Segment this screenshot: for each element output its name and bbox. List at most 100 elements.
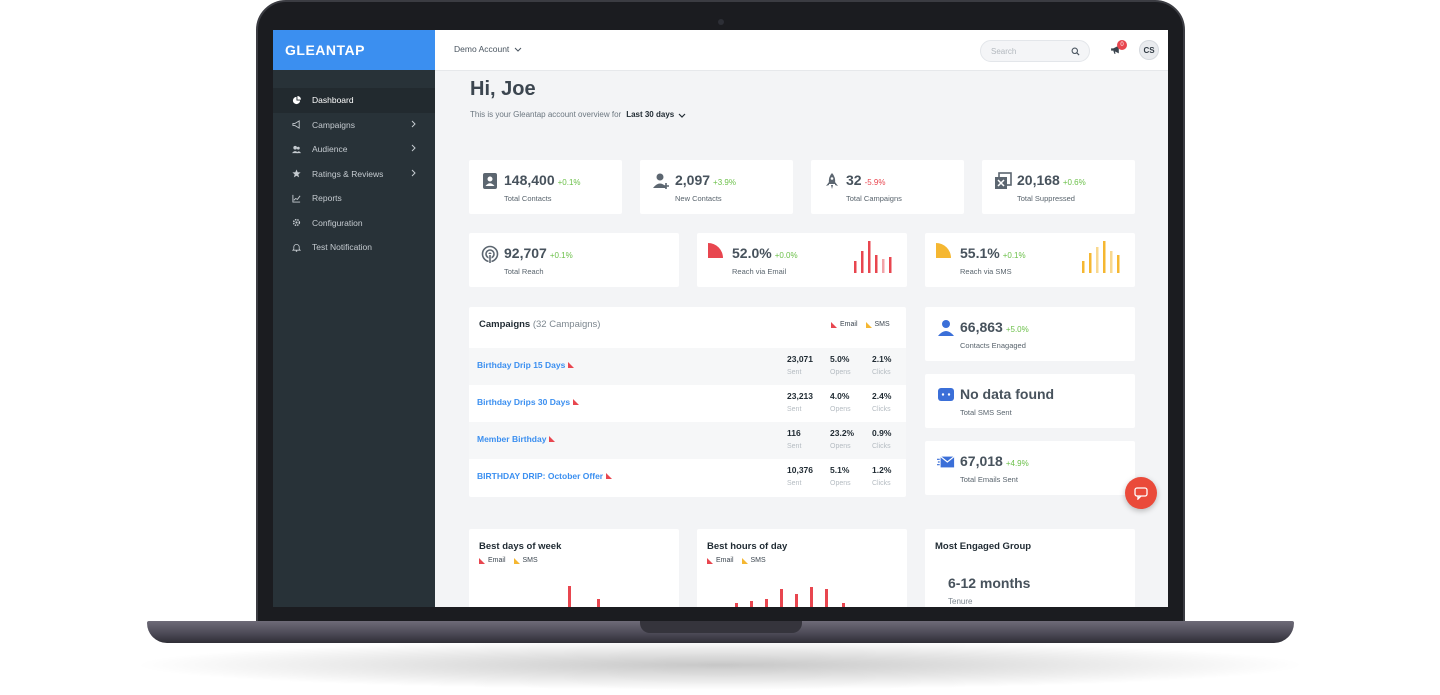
stat-change: +0.0% (774, 251, 798, 260)
search-box[interactable]: Search (980, 40, 1090, 62)
sent-metric: 116 Sent (787, 428, 802, 450)
opens-metric: 5.0% Opens (830, 354, 851, 376)
stat-value: 2,097 +3.9% (675, 172, 736, 188)
stat-card-total-emails[interactable]: 67,018 +4.9% Total Emails Sent (925, 441, 1135, 495)
campaigns-legend: Email SMS (831, 321, 898, 328)
clicks-metric: 1.2% Clicks (872, 465, 892, 487)
sidebar-item-ratings-reviews[interactable]: Ratings & Reviews (273, 162, 435, 187)
sidebar-item-configuration[interactable]: Configuration (273, 211, 435, 236)
date-range-dropdown[interactable]: Last 30 days (626, 110, 686, 119)
hour-bar (750, 601, 753, 607)
email-mini-bar-chart (854, 241, 892, 273)
sidebar-item-label: Test Notification (312, 242, 372, 253)
legend-sms: SMS (741, 557, 766, 564)
opens-metric: 4.0% Opens (830, 391, 851, 413)
best-hours-bar-chart (735, 587, 845, 607)
hour-bar (842, 603, 845, 607)
chevron-right-icon (411, 120, 416, 127)
sidebar-item-dashboard[interactable]: Dashboard (273, 88, 435, 113)
stat-card-total-sms[interactable]: No data found Total SMS Sent (925, 374, 1135, 428)
legend-sms: SMS (865, 321, 890, 328)
stat-card-total-campaigns[interactable]: 32 -5.9% Total Campaigns (811, 160, 964, 214)
legend-email: Email (479, 557, 506, 564)
table-row[interactable]: BIRTHDAY DRIP: October Offer 10,376 Sent … (469, 459, 906, 496)
overview-subtitle: This is your Gleantap account overview f… (470, 110, 686, 119)
opens-metric: 23.2% Opens (830, 428, 855, 450)
brand-logo[interactable]: GLEANTAP (273, 30, 435, 70)
campaign-link[interactable]: Birthday Drip 15 Days (477, 360, 575, 370)
stat-value: 67,018 +4.9% (960, 453, 1029, 469)
stat-label: Contacts Enagaged (960, 341, 1026, 350)
stat-card-total-contacts[interactable]: 148,400 +0.1% Total Contacts (469, 160, 622, 214)
chat-button[interactable] (1125, 477, 1157, 509)
stat-label: Total Suppressed (1017, 194, 1075, 203)
stat-value: No data found (960, 386, 1055, 402)
suppressed-icon (995, 172, 1012, 189)
avatar[interactable]: CS (1139, 40, 1159, 60)
best-days-title: Best days of week (479, 541, 562, 552)
stat-label: Total SMS Sent (960, 408, 1012, 417)
sent-metric: 10,376 Sent (787, 465, 813, 487)
mini-bar (882, 259, 885, 273)
table-row[interactable]: Member Birthday 116 Sent 23.2% Opens 0.9% C… (469, 422, 906, 459)
stat-card-contacts-engaged[interactable]: 66,863 +5.0% Contacts Enagaged (925, 307, 1135, 361)
stat-change: +0.6% (1062, 178, 1086, 187)
stat-value: 52.0% +0.0% (732, 245, 798, 261)
opens-metric: 5.1% Opens (830, 465, 851, 487)
stat-card-total-reach[interactable]: 92,707 +0.1% Total Reach (469, 233, 679, 287)
sidebar-item-reports[interactable]: Reports (273, 186, 435, 211)
best-days-bar-chart (568, 586, 600, 607)
hour-bar (735, 603, 738, 607)
stat-card-reach-sms[interactable]: 55.1% +0.1% Reach via SMS (925, 233, 1135, 287)
sidebar-item-label: Campaigns (312, 119, 355, 130)
sidebar-item-label: Reports (312, 193, 342, 204)
campaign-link[interactable]: BIRTHDAY DRIP: October Offer (477, 471, 613, 481)
megaphone-icon (291, 120, 301, 130)
hour-bar (825, 589, 828, 607)
account-switcher[interactable]: Demo Account (454, 44, 522, 54)
sidebar-item-campaigns[interactable]: Campaigns (273, 113, 435, 138)
stat-change: +4.9% (1005, 459, 1029, 468)
broadcast-icon (481, 245, 499, 263)
stat-label: Total Reach (504, 267, 544, 276)
contacts-book-icon (483, 173, 497, 189)
sms-mini-bar-chart (1082, 241, 1120, 273)
most-engaged-title: Most Engaged Group (935, 541, 1032, 552)
email-flag-icon (573, 399, 580, 405)
table-row[interactable]: Birthday Drip 15 Days 23,071 Sent 5.0% Ope… (469, 348, 906, 385)
campaign-link[interactable]: Birthday Drips 30 Days (477, 397, 580, 407)
email-quarter-pie-icon (708, 243, 723, 258)
engaged-group-label: Tenure (948, 597, 973, 606)
stat-card-reach-email[interactable]: 52.0% +0.0% Reach via Email (697, 233, 907, 287)
sms-flag-icon (865, 321, 872, 328)
sidebar-item-audience[interactable]: Audience (273, 137, 435, 162)
search-icon[interactable] (1071, 47, 1080, 56)
clicks-metric: 0.9% Clicks (872, 428, 892, 450)
day-bar (568, 586, 571, 607)
hour-bar (765, 599, 768, 607)
stat-change: +0.1% (1002, 251, 1026, 260)
hour-bar (810, 587, 813, 607)
topbar: Demo Account Search 0 CS (435, 30, 1168, 71)
stat-card-new-contacts[interactable]: 2,097 +3.9% New Contacts (640, 160, 793, 214)
mini-bar (1103, 241, 1106, 273)
laptop-notch (640, 621, 802, 633)
table-row[interactable]: Birthday Drips 30 Days 23,213 Sent 4.0% Op… (469, 385, 906, 422)
sidebar-item-test-notification[interactable]: Test Notification (273, 235, 435, 260)
best-days-card: Best days of week Email SMS (469, 529, 679, 607)
day-bar (597, 599, 600, 607)
email-flag-icon (549, 436, 556, 442)
search-input[interactable]: Search (991, 47, 1017, 56)
email-flag-icon (707, 557, 713, 564)
stat-card-total-suppressed[interactable]: 20,168 +0.6% Total Suppressed (982, 160, 1135, 214)
stat-label: New Contacts (675, 194, 722, 203)
app-screen: GLEANTAP Dashboard Campaigns (273, 30, 1168, 607)
campaign-link[interactable]: Member Birthday (477, 434, 556, 444)
mini-bar (875, 255, 878, 273)
email-flag-icon (479, 557, 485, 564)
megaphone-notification-icon[interactable] (1110, 44, 1121, 55)
stat-label: Reach via Email (732, 267, 787, 276)
hour-bar (795, 594, 798, 607)
campaigns-count: (32 Campaigns) (532, 319, 601, 330)
